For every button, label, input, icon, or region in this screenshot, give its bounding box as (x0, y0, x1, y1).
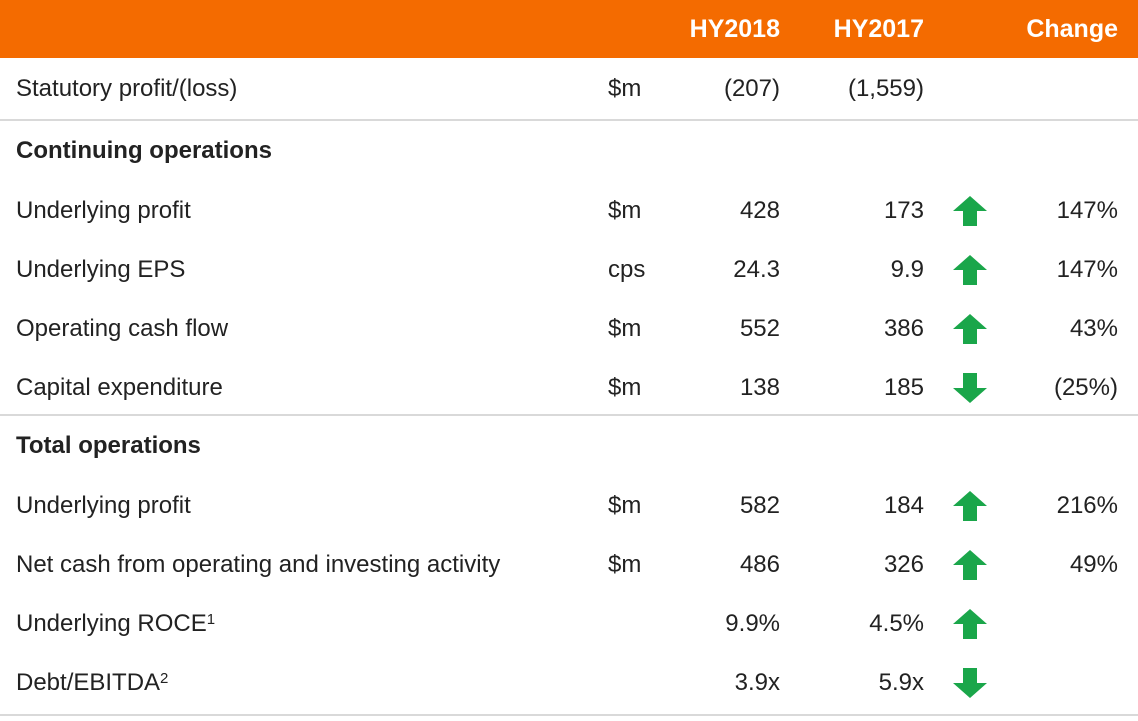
row-hy2017: (1,559) (847, 75, 924, 102)
row-hy2017: 326 (883, 550, 924, 578)
row-change: 216% (1056, 491, 1118, 519)
row-change: 147% (1056, 196, 1118, 224)
section-title: Total operations (16, 432, 201, 459)
divider (0, 414, 1138, 416)
table-row: Debt/EBITDA 2 3.9x 5.9x (0, 653, 1138, 712)
row-hy2018: 3.9x (734, 668, 780, 696)
up-arrow-icon (950, 535, 990, 594)
down-arrow-icon (950, 358, 990, 417)
row-hy2017: 4.5% (869, 609, 924, 637)
up-arrow-icon (950, 476, 990, 535)
table-row: Net cash from operating and investing ac… (0, 535, 1138, 594)
row-label-text: Underlying EPS (16, 255, 186, 283)
row-hy2018: (207) (723, 75, 780, 102)
row-label-text: Underlying profit (16, 196, 191, 224)
row-label-text: Debt/EBITDA (16, 668, 161, 696)
divider (0, 714, 1138, 716)
down-arrow-icon (950, 653, 990, 712)
row-hy2018: 9.9% (725, 609, 780, 637)
row-hy2018: 582 (739, 491, 780, 519)
row-label: Underlying profit (16, 181, 191, 240)
up-arrow-icon (950, 594, 990, 653)
row-hy2018: 138 (739, 373, 780, 401)
row-unit: $m (608, 75, 642, 102)
up-arrow-icon (950, 299, 990, 358)
row-hy2018: 552 (739, 314, 780, 342)
up-arrow-icon (950, 181, 990, 240)
row-hy2017: 185 (883, 373, 924, 401)
row-label-text: Net cash from operating and investing ac… (16, 550, 501, 578)
table-row: Underlying ROCE 1 9.9% 4.5% (0, 594, 1138, 653)
table-row: Operating cash flow $m 552 386 43% (0, 299, 1138, 358)
row-label: Operating cash flow (16, 299, 228, 358)
table-row: Capital expenditure $m 138 185 (25%) (0, 358, 1138, 417)
row-label: Underlying profit (16, 476, 191, 535)
row-unit: $m (608, 550, 642, 578)
section-heading-continuing: Continuing operations (0, 121, 1138, 181)
row-hy2017: 386 (883, 314, 924, 342)
row-label-text: Underlying ROCE (16, 609, 207, 637)
row-label-text: Underlying profit (16, 491, 191, 519)
table-row: Underlying EPS cps 24.3 9.9 147% (0, 240, 1138, 299)
row-label: Capital expenditure (16, 358, 223, 417)
row-unit: $m (608, 196, 642, 224)
row-unit: $m (608, 314, 642, 342)
divider (0, 119, 1138, 121)
row-unit: $m (608, 491, 642, 519)
header-hy2018: HY2018 (689, 15, 780, 43)
row-unit: cps (608, 255, 646, 283)
row-hy2017: 9.9 (890, 255, 924, 283)
row-label-text: Operating cash flow (16, 314, 229, 342)
row-change: (25%) (1053, 373, 1118, 401)
table-header: HY2018 HY2017 Change (0, 0, 1138, 58)
row-change: 43% (1069, 314, 1118, 342)
table-row: Underlying profit $m 428 173 147% (0, 181, 1138, 240)
row-label: Underlying ROCE 1 (16, 609, 216, 637)
row-hy2018: 24.3 (733, 255, 780, 283)
table-row: Underlying profit $m 582 184 216% (0, 476, 1138, 535)
header-hy2017: HY2017 (833, 15, 924, 43)
row-label: Debt/EBITDA 2 (16, 668, 169, 696)
up-arrow-icon (950, 240, 990, 299)
row-label: Statutory profit/(loss) (16, 75, 238, 102)
row-hy2017: 184 (883, 491, 924, 519)
row-label: Net cash from operating and investing ac… (16, 535, 500, 594)
row-hy2018: 486 (739, 550, 780, 578)
row-hy2018: 428 (739, 196, 780, 224)
row-change: 147% (1056, 255, 1118, 283)
row-change: 49% (1069, 550, 1118, 578)
table-row-statutory: Statutory profit/(loss) $m (207) (1,559) (0, 58, 1138, 120)
section-heading-total: Total operations (0, 416, 1138, 476)
section-title: Continuing operations (16, 137, 272, 164)
row-unit: $m (608, 373, 642, 401)
row-label-text: Capital expenditure (16, 373, 223, 401)
header-change: Change (1026, 15, 1118, 43)
row-hy2017: 5.9x (878, 668, 924, 696)
row-hy2017: 173 (883, 196, 924, 224)
row-label: Underlying EPS (16, 240, 185, 299)
